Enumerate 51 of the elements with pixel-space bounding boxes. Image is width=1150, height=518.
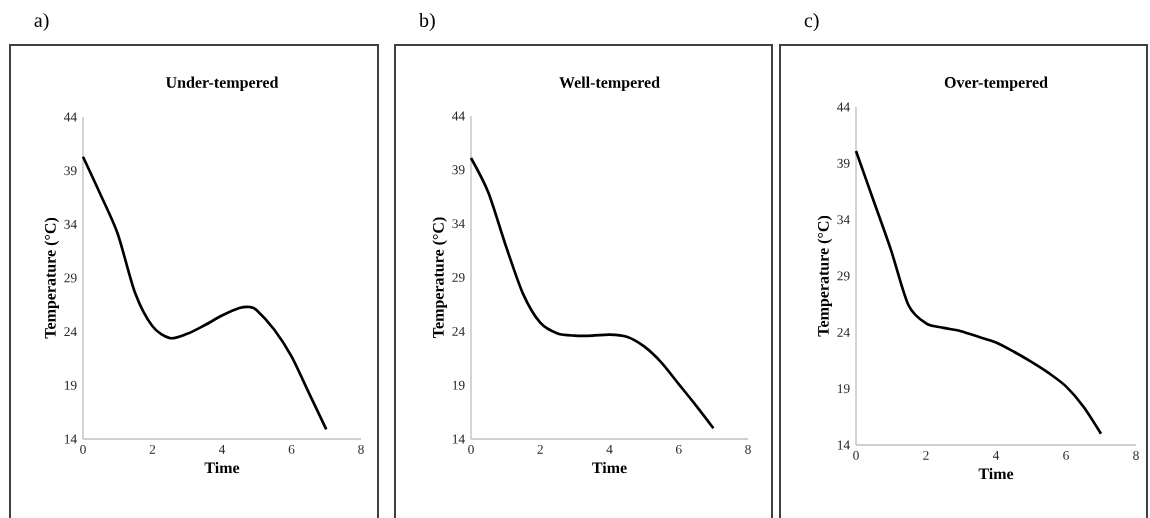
y-tick-label: 39 <box>837 158 850 168</box>
x-tick-label: 8 <box>745 444 751 454</box>
x-tick-label: 0 <box>80 444 86 454</box>
text: c) <box>804 13 819 32</box>
x-tick-label: 0 <box>853 450 859 460</box>
x-axis-title: Time <box>204 461 240 474</box>
y-tick-label: 14 <box>452 434 465 444</box>
y-tick-label: 34 <box>452 219 465 229</box>
y-tick-label: 19 <box>837 384 850 394</box>
line-series <box>854 149 1103 436</box>
x-tick-label: 2 <box>149 444 156 454</box>
x-tick-label: 4 <box>992 450 1000 460</box>
y-tick-label: 44 <box>837 102 850 112</box>
y-tick-label: 34 <box>837 215 850 225</box>
text: a) <box>34 12 49 32</box>
y-tick-label: 29 <box>837 271 850 281</box>
x-tick-label: 0 <box>468 444 474 454</box>
text: b) <box>419 12 435 32</box>
chart-title: Well-tempered <box>559 76 660 92</box>
y-tick-label: 14 <box>837 440 850 450</box>
y-tick-label: 29 <box>452 273 465 282</box>
x-tick-label: 6 <box>1063 450 1069 460</box>
y-tick-label: 34 <box>64 219 77 229</box>
y-tick-label: 44 <box>452 111 465 121</box>
x-tick-label: 8 <box>1133 450 1139 460</box>
y-tick-label: 24 <box>452 326 465 336</box>
y-tick-label: 19 <box>64 380 77 390</box>
x-axis-title: Time <box>978 467 1014 480</box>
chart-title: Under-tempered <box>165 76 279 92</box>
x-axis-title: Time <box>592 461 627 474</box>
x-tick-label: 2 <box>537 444 543 454</box>
chart-title: Over-tempered <box>944 76 1048 92</box>
y-tick-label: 24 <box>837 327 850 337</box>
x-tick-label: 8 <box>358 444 364 454</box>
x-tick-label: 4 <box>218 444 226 454</box>
y-tick-label: 19 <box>452 380 465 390</box>
y-tick-label: 39 <box>452 165 465 175</box>
y-axis-title: Temperature (°C) <box>44 217 59 339</box>
x-tick-label: 6 <box>676 444 682 454</box>
y-axis-title: Temperature (°C) <box>432 217 447 338</box>
y-tick-label: 44 <box>64 112 77 122</box>
x-tick-label: 4 <box>606 444 613 454</box>
y-tick-label: 24 <box>64 327 77 337</box>
y-axis-title: Temperature (°C) <box>817 215 832 337</box>
line-series <box>81 155 328 431</box>
line-series <box>469 156 715 430</box>
y-tick-label: 29 <box>64 273 77 283</box>
x-tick-label: 6 <box>288 444 295 454</box>
x-tick-label: 2 <box>923 450 929 460</box>
y-tick-label: 14 <box>64 434 77 444</box>
y-tick-label: 39 <box>64 166 77 176</box>
